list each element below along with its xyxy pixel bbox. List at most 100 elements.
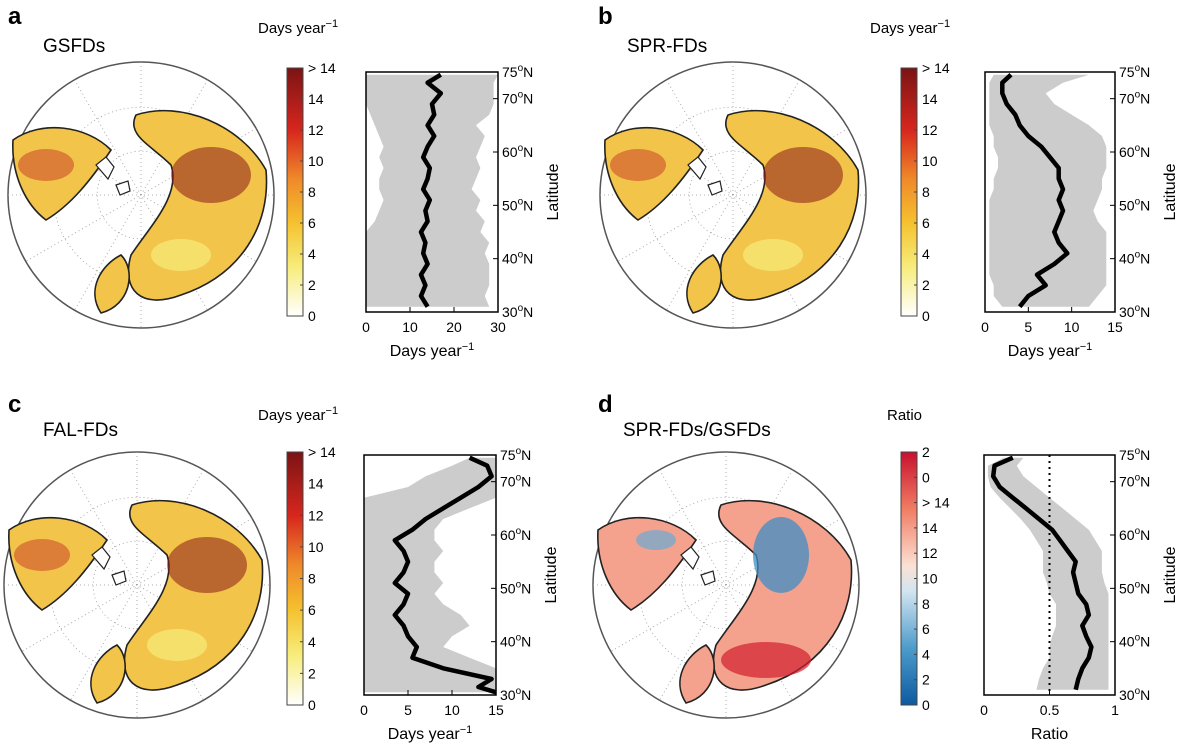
colorbar-tick-label: 0 (308, 308, 316, 324)
colorbar-tick-label: 0 (922, 469, 930, 485)
hotspot-siberia (167, 537, 247, 593)
colorbar-unit: Ratio (887, 407, 922, 424)
colorbar-tick-label: 6 (922, 215, 930, 231)
x-axis-label: Ratio (1031, 726, 1068, 743)
x-tick-label: 5 (404, 702, 412, 718)
colorbar-tick-label: 10 (922, 153, 938, 169)
panel-letter: d (598, 391, 613, 418)
y-tick-label: 70oN (1119, 473, 1150, 490)
spread-band (364, 457, 496, 693)
colorbar-unit: Days year−1 (258, 18, 338, 37)
y-tick-label: 75oN (500, 446, 531, 463)
landmass-europe (94, 254, 130, 314)
colorbar-tick-label: 10 (308, 539, 324, 555)
x-tick-label: 0 (362, 319, 370, 335)
hotspot-canada (18, 149, 74, 181)
colorbar-tick-label: 10 (922, 571, 938, 587)
colorbar-tick-label: 2 (922, 444, 930, 460)
arctic-islands (91, 546, 127, 586)
hotspot-siberia (171, 147, 251, 203)
x-axis-label: Days year−1 (388, 724, 473, 743)
colorbar-tick-label: 12 (308, 122, 324, 138)
colorbar-tick-label: > 14 (922, 495, 950, 511)
hotspot-siberia (763, 147, 843, 203)
x-tick-label: 0 (981, 319, 989, 335)
landmass-europe (686, 254, 722, 314)
colorbar-tick-label: 10 (308, 153, 324, 169)
colorbar-tick-label: > 14 (308, 60, 336, 76)
panel-letter: a (8, 3, 22, 30)
lowspot-south (151, 239, 211, 271)
spread-band (989, 74, 1107, 307)
x-tick-label: 0 (980, 702, 988, 718)
colorbar-unit: Days year−1 (870, 18, 950, 37)
colorbar-tick-label: 2 (308, 665, 316, 681)
x-tick-label: 15 (1107, 319, 1123, 335)
x-tick-label: 10 (402, 319, 418, 335)
plot-frame (363, 454, 497, 696)
x-tick-label: 1 (1111, 702, 1119, 718)
colorbar-tick-label: 14 (922, 91, 938, 107)
panel-c: c FAL-FDs Days year−1 > 14 14 12 10 8 6 4 2 0 0 5 10 15… (3, 391, 560, 743)
colorbar-tick-label: 0 (922, 697, 930, 713)
colorbar-tick-label: > 14 (922, 60, 950, 76)
lowspot-south (147, 629, 207, 661)
x-tick-label: 30 (490, 319, 506, 335)
arctic-islands (687, 156, 723, 196)
colorbar-tick-label: 14 (308, 91, 324, 107)
y-tick-label: 50oN (502, 196, 533, 213)
colorbar-tick-label: 6 (308, 602, 316, 618)
y-tick-label: 30oN (502, 303, 533, 320)
colorbar-tick-label: 12 (922, 122, 938, 138)
y-tick-label: 70oN (500, 473, 531, 490)
y-tick-label: 60oN (502, 143, 533, 160)
colorbar-tick-label: 6 (922, 621, 930, 637)
colorbar-tick-label: 8 (922, 596, 930, 612)
y-tick-label: 30oN (1119, 686, 1150, 703)
lowspot-south (743, 239, 803, 271)
panel-d: d SPR-FDs/GSFDs Ratio 2 0 > 14 14 12 10 8 6 4 2 0 0 0.5… (592, 391, 1179, 743)
mean-line (990, 455, 1094, 691)
colorbar: 2 0 > 14 14 12 10 8 6 4 2 0 (900, 444, 950, 713)
y-axis-label: Latitude (1162, 163, 1179, 220)
y-tick-label: 75oN (502, 63, 533, 80)
y-tick-label: 60oN (500, 526, 531, 543)
landmass-europe (679, 644, 715, 704)
panel-title: SPR-FDs (627, 36, 707, 57)
y-tick-label: 75oN (1119, 446, 1150, 463)
x-tick-label: 10 (1064, 319, 1080, 335)
colorbar-unit: Days year−1 (258, 405, 338, 424)
mean-line (1000, 73, 1070, 309)
lowratio-canada (636, 530, 676, 550)
colorbar-tick-label: 4 (308, 634, 316, 650)
x-tick-label: 0.5 (1040, 702, 1060, 718)
colorbar-tick-label: 6 (308, 215, 316, 231)
plot-frame (365, 71, 499, 313)
y-axis-label: Latitude (545, 163, 562, 220)
y-tick-label: 40oN (1119, 250, 1150, 267)
arctic-islands (680, 546, 716, 586)
y-tick-label: 40oN (502, 250, 533, 267)
y-tick-label: 70oN (1119, 90, 1150, 107)
mean-line (392, 455, 497, 695)
colorbar-tick-label: 12 (922, 545, 938, 561)
hotspot-canada (610, 149, 666, 181)
y-tick-label: 60oN (1119, 526, 1150, 543)
polar-map (7, 61, 275, 329)
colorbar-tick-label: 12 (308, 507, 324, 523)
colorbar: > 14 14 12 10 8 6 4 2 0 (286, 444, 336, 713)
x-tick-label: 0 (360, 702, 368, 718)
colorbar-tick-label: 2 (922, 672, 930, 688)
x-axis-label: Days year−1 (390, 341, 475, 360)
spread-band (987, 457, 1109, 690)
y-tick-label: 40oN (1119, 633, 1150, 650)
colorbar-tick-label: 4 (922, 646, 930, 662)
colorbar-tick-label: 0 (922, 308, 930, 324)
y-tick-label: 60oN (1119, 143, 1150, 160)
y-tick-label: 30oN (500, 686, 531, 703)
